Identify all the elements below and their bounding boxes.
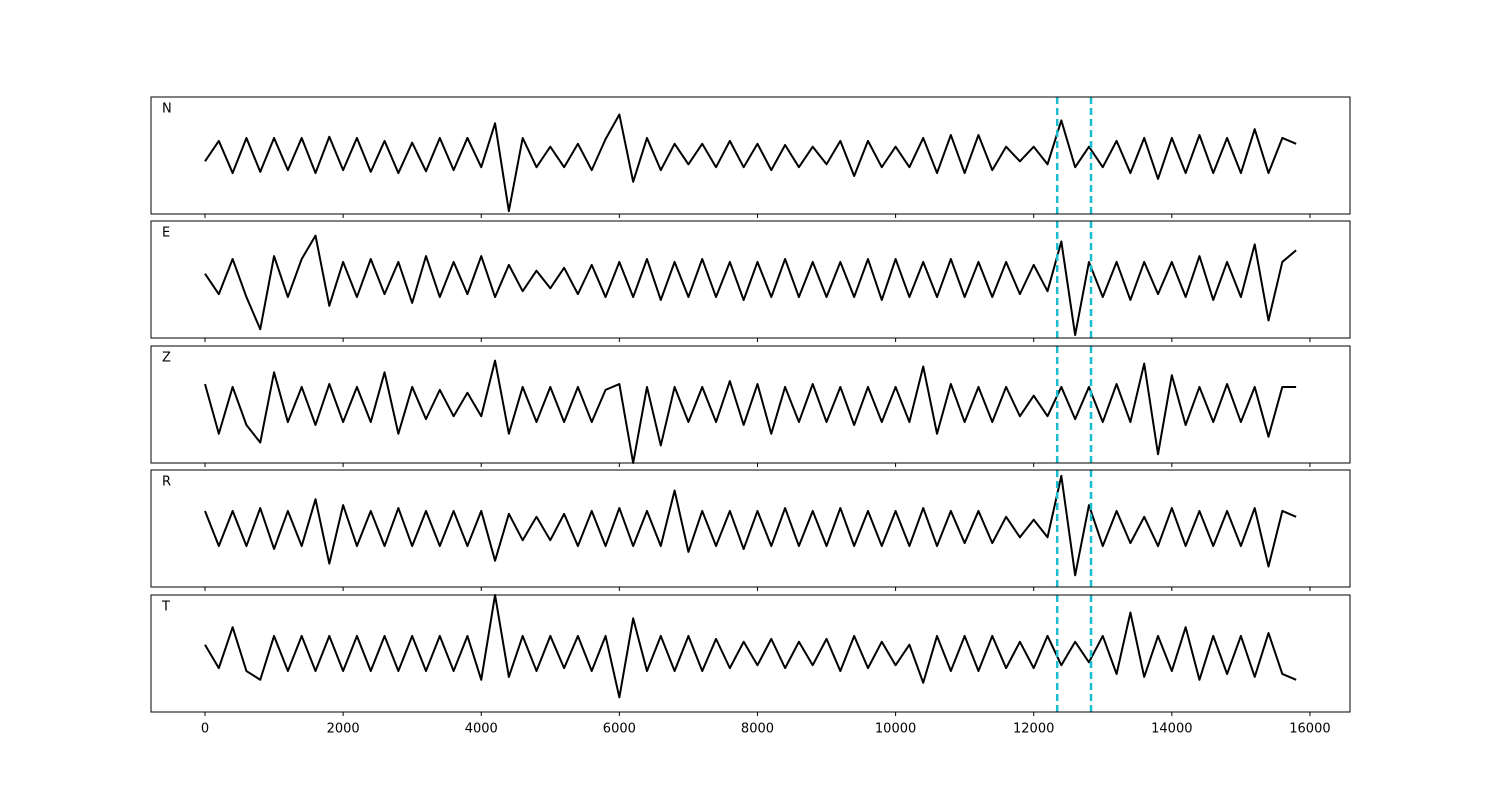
x-tick-label: 2000 (327, 722, 360, 737)
x-tick-label: 8000 (741, 722, 774, 737)
channel-label: R (162, 475, 171, 490)
x-tick-label: 4000 (465, 722, 498, 737)
x-tick-label: 10000 (875, 722, 916, 737)
x-tick-label: 14000 (1151, 722, 1192, 737)
trace (204, 474, 1297, 577)
x-tick-label: 6000 (603, 722, 636, 737)
x-tick-label: 16000 (1289, 722, 1330, 737)
x-tick-label: 12000 (1013, 722, 1054, 737)
x-tick-label: 0 (201, 722, 209, 737)
panel-frame (150, 345, 1351, 464)
trace (204, 359, 1297, 464)
channel-label: N (162, 102, 172, 117)
channel-label: E (162, 226, 170, 241)
panel-frame (150, 96, 1351, 215)
panel-frame (150, 469, 1351, 588)
panel-frame (150, 594, 1351, 713)
panel-frame (150, 220, 1351, 339)
channel-label: Z (162, 351, 171, 366)
trace (204, 594, 1297, 699)
trace (204, 234, 1297, 337)
trace (204, 113, 1297, 213)
channel-label: T (161, 600, 170, 615)
